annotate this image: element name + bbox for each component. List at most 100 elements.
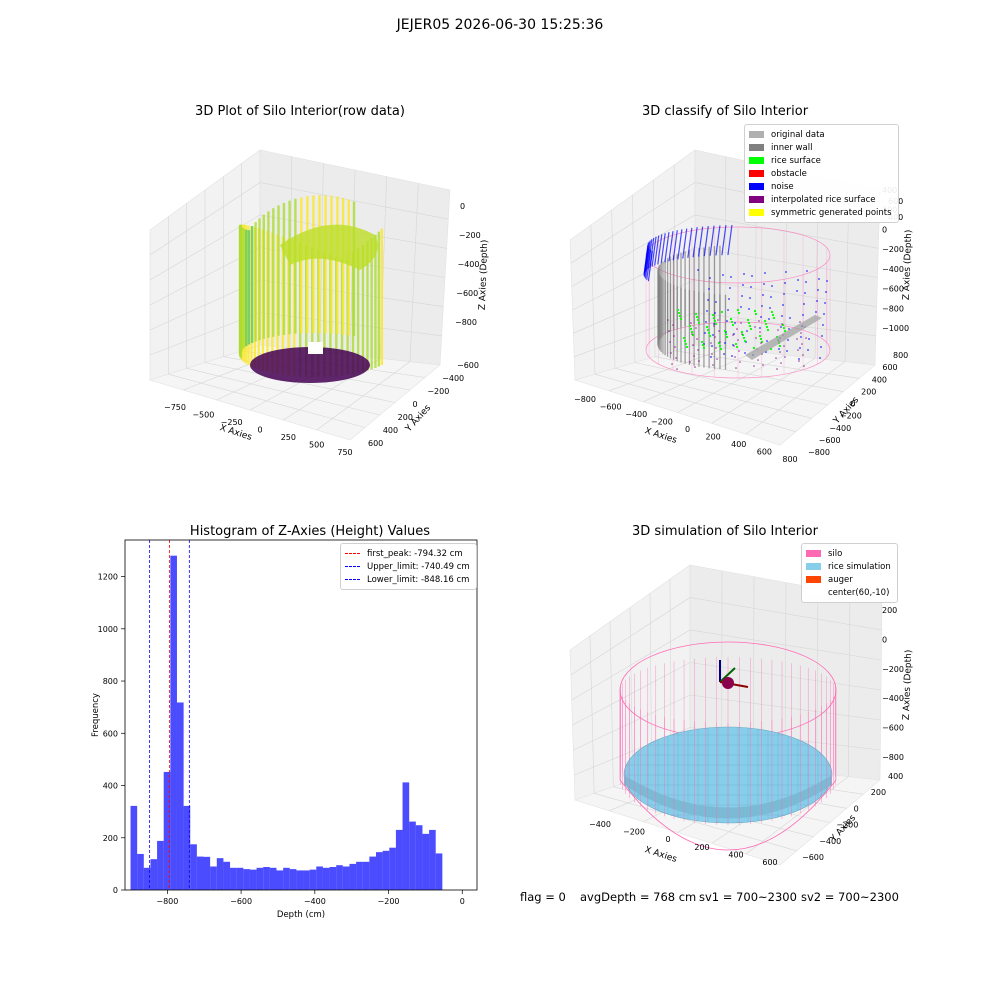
legend-entry: inner wall bbox=[749, 141, 892, 154]
raw-ytick-4: −200 bbox=[427, 387, 449, 396]
histogram-bar bbox=[150, 859, 158, 890]
legend-entry: symmetric generated points bbox=[749, 206, 892, 219]
histogram-bar bbox=[296, 870, 304, 890]
histogram-bar bbox=[289, 869, 297, 890]
raw-ztick-0: 0 bbox=[460, 202, 465, 211]
histogram-bar bbox=[276, 870, 284, 890]
histogram-bar bbox=[415, 825, 423, 890]
cls-ztick-3: −200 bbox=[882, 245, 904, 254]
histogram-xlabel: Depth (cm) bbox=[277, 910, 325, 920]
status-sv2: sv2 = 700~2300 bbox=[801, 890, 899, 904]
histogram-bar bbox=[435, 853, 443, 890]
x-tick-label: 0 bbox=[460, 897, 465, 906]
back-left-pane bbox=[569, 149, 696, 381]
legend-label: auger bbox=[828, 574, 853, 585]
histogram-bar bbox=[196, 856, 204, 890]
legend-label: rice simulation bbox=[828, 561, 891, 572]
raw-ztick-3: −600 bbox=[456, 289, 478, 298]
legend-label: silo bbox=[828, 548, 843, 559]
histogram-bar bbox=[429, 829, 436, 890]
histogram-bar bbox=[176, 702, 184, 890]
cls-ytick-0: −800 bbox=[808, 448, 830, 457]
cls-xtick-5: 200 bbox=[705, 433, 720, 442]
raw-xtick-2: −250 bbox=[221, 418, 243, 427]
sim-xtick-4: 400 bbox=[728, 850, 743, 859]
sim-ytick-0: −600 bbox=[802, 853, 824, 862]
histogram-title: Histogram of Z-Axies (Height) Values bbox=[189, 524, 431, 539]
legend-swatch bbox=[345, 566, 360, 567]
histogram-bar bbox=[316, 866, 323, 890]
cls-ytick-4: 0 bbox=[851, 400, 856, 409]
legend-entry: auger bbox=[806, 573, 891, 586]
histogram-bar bbox=[243, 869, 250, 890]
raw-3d-plot: −750−500−25002505007506004002000−200−400… bbox=[148, 149, 490, 457]
histogram-bar bbox=[269, 867, 277, 890]
raw-ytick-1: 400 bbox=[383, 426, 398, 435]
y-tick-label: 600 bbox=[103, 729, 118, 738]
cls-xtick-6: 400 bbox=[731, 440, 746, 449]
legend-swatch bbox=[806, 550, 821, 557]
raw-ytick-0: 600 bbox=[368, 439, 383, 448]
histogram-ylabel: Frequency bbox=[91, 693, 101, 737]
histogram-bar bbox=[137, 853, 144, 890]
histogram-bar bbox=[402, 782, 410, 890]
histogram-chart: −800 −600 −400 −200 0 0 200 400 600 800 1000 1200 De… bbox=[91, 539, 478, 920]
legend-entry: center(60,-10) bbox=[806, 586, 891, 599]
cls-ytick-1: −600 bbox=[819, 436, 841, 445]
cls-xtick-0: −800 bbox=[574, 395, 596, 404]
legend-swatch bbox=[749, 157, 764, 164]
raw-surface bbox=[238, 195, 384, 383]
sim-ytick-5: 400 bbox=[888, 772, 903, 781]
histogram-bar bbox=[236, 867, 244, 890]
status-sv1: sv1 = 700~2300 bbox=[699, 890, 797, 904]
histogram-bar bbox=[329, 867, 337, 890]
legend-swatch bbox=[806, 576, 821, 583]
legend-label: original data bbox=[771, 129, 825, 140]
raw-ztick-2: −400 bbox=[458, 260, 480, 269]
sim-xlabel: X Axies bbox=[643, 845, 678, 865]
histogram-bar bbox=[210, 866, 217, 890]
sim-ztick-2: −200 bbox=[882, 665, 904, 674]
histogram-bar bbox=[157, 840, 164, 890]
legend-entry: rice simulation bbox=[806, 560, 891, 573]
sim-ytick-3: 0 bbox=[854, 804, 859, 813]
cls-xlabel: X Axies bbox=[643, 426, 678, 446]
raw-xtick-3: 0 bbox=[257, 426, 262, 435]
legend-label: noise bbox=[771, 181, 794, 192]
histogram-bar bbox=[342, 866, 350, 890]
legend-label: symmetric generated points bbox=[771, 207, 892, 218]
x-tick-label: −600 bbox=[230, 897, 252, 906]
silo-bottom-ring bbox=[619, 779, 837, 851]
histogram-bar bbox=[362, 861, 370, 890]
legend-label: obstacle bbox=[771, 168, 807, 179]
legend-swatch bbox=[806, 563, 821, 570]
y-tick-label: 1000 bbox=[98, 625, 118, 634]
raw-xtick-6: 750 bbox=[337, 448, 352, 457]
legend-entry: Lower_limit: -848.16 cm bbox=[345, 573, 470, 586]
legend-entry: Upper_limit: -740.49 cm bbox=[345, 560, 470, 573]
histogram-bar bbox=[376, 852, 383, 890]
raw-zlabel: Z Axies (Depth) bbox=[478, 240, 490, 311]
raw-xtick-4: 250 bbox=[281, 433, 296, 442]
cls-ytick-3: −200 bbox=[840, 412, 862, 421]
histogram-bar bbox=[322, 867, 330, 890]
cls-ztick-6: −800 bbox=[882, 304, 904, 313]
raw-plot-title: 3D Plot of Silo Interior(row data) bbox=[195, 104, 405, 119]
histogram-bar bbox=[230, 867, 237, 890]
histogram-bar bbox=[263, 867, 270, 890]
cls-ytick-5: 200 bbox=[861, 387, 876, 396]
legend-entry: silo bbox=[806, 547, 891, 560]
classify-legend: original data inner wall rice surface obsta… bbox=[744, 124, 899, 223]
legend-swatch bbox=[749, 131, 764, 138]
sim-ztick-5: −800 bbox=[882, 753, 904, 762]
legend-label: center(60,-10) bbox=[828, 587, 890, 598]
raw-xtick-1: −500 bbox=[192, 411, 214, 420]
status-avg-depth: avgDepth = 768 cm bbox=[580, 890, 697, 904]
histogram-bar bbox=[389, 847, 396, 890]
legend-label: inner wall bbox=[771, 142, 813, 153]
auger-marker bbox=[722, 677, 734, 689]
sim-ytick-2: −200 bbox=[836, 821, 858, 830]
histogram-bar bbox=[170, 555, 177, 890]
histogram-bar bbox=[422, 833, 430, 890]
legend-entry: interpolated rice surface bbox=[749, 193, 892, 206]
